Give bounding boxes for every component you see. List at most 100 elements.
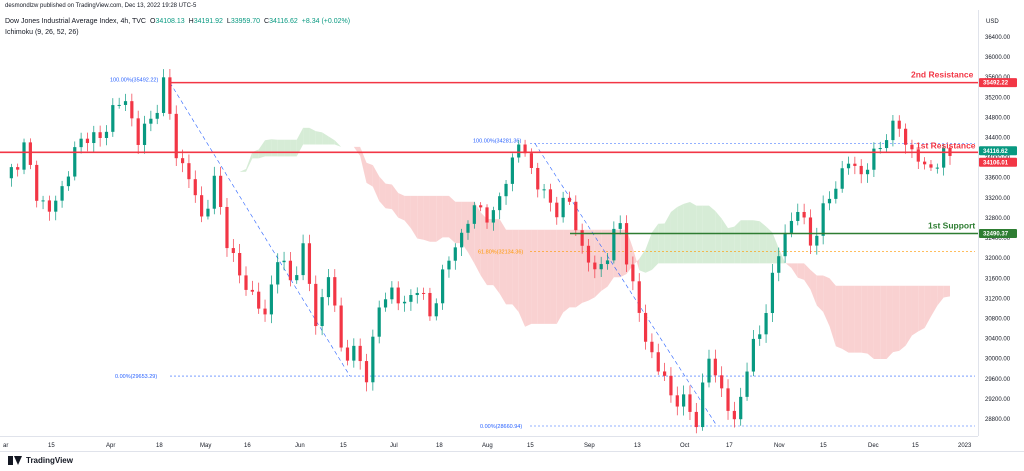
price-tag-text: 35492.22 — [983, 81, 1009, 87]
cloud-segment — [322, 132, 329, 145]
cloud-segment — [360, 146, 367, 183]
indicator-label[interactable]: Ichimoku (9, 26, 52, 26) — [5, 29, 79, 36]
price-tick-label: 34400.00 — [985, 136, 1011, 142]
price-tick-label: 30400.00 — [985, 337, 1011, 343]
candle-body — [935, 167, 939, 169]
candle-body — [491, 210, 495, 223]
candle-body — [460, 232, 464, 248]
cloud-segment — [683, 201, 690, 264]
candle-body — [777, 256, 781, 273]
candle-body — [593, 262, 597, 270]
symbol-title[interactable]: Dow Jones Industrial Average Index, 4h, … — [5, 18, 146, 25]
price-tick-label: 30800.00 — [985, 316, 1011, 322]
cloud-segment — [512, 229, 519, 313]
candle-body — [238, 253, 242, 276]
cloud-segment — [493, 218, 500, 294]
candle-body — [85, 138, 90, 144]
cloud-segment — [937, 285, 944, 306]
candle-body — [390, 287, 394, 300]
cloud-segment — [930, 285, 938, 317]
cloud-segment — [417, 195, 424, 240]
currency-label: USD — [986, 19, 999, 25]
candle-body — [504, 183, 508, 197]
time-tick-label: May — [200, 443, 211, 449]
candle-body — [22, 142, 26, 170]
cloud-segment — [880, 285, 887, 359]
candle-body — [751, 338, 755, 372]
time-tick-label: Nov — [774, 443, 785, 449]
candle-body — [662, 371, 667, 376]
candle-body — [66, 176, 71, 187]
cloud-segment — [506, 229, 513, 305]
candle-body — [815, 235, 819, 246]
ichimoku-cloud — [144, 127, 950, 359]
cloud-segment — [265, 139, 272, 157]
candle-body — [827, 198, 832, 204]
cloud-segment — [353, 146, 361, 157]
price-tag-text: 32490.37 — [983, 232, 1009, 238]
price-tag-text: 34106.01 — [983, 160, 1009, 166]
cloud-segment — [480, 212, 488, 286]
candle-body — [60, 186, 64, 201]
candle-body — [923, 161, 927, 165]
candle-body — [942, 147, 946, 168]
price-tick-label: 33200.00 — [985, 196, 1011, 202]
cloud-segment — [867, 285, 874, 359]
candle-body — [466, 223, 470, 233]
time-tick-label: Dec — [868, 443, 879, 449]
cloud-segment — [804, 263, 811, 290]
cloud-segment — [632, 248, 640, 271]
price-tick-label: 28800.00 — [985, 417, 1011, 423]
candle-body — [54, 200, 58, 212]
cloud-segment — [911, 285, 919, 336]
candle-body — [910, 144, 914, 150]
cloud-segment — [258, 140, 266, 159]
candle-body — [288, 260, 293, 281]
candle-body — [758, 334, 762, 339]
candle-body — [428, 292, 432, 317]
cloud-segment — [372, 165, 380, 201]
price-tick-label: 29600.00 — [985, 377, 1011, 383]
cloud-segment — [556, 229, 564, 324]
candle-body — [434, 303, 438, 317]
price-tag-box — [979, 146, 1017, 156]
candle-body — [383, 299, 388, 308]
candle-body — [212, 175, 216, 209]
price-tag-box — [979, 157, 1017, 167]
candle-body — [872, 148, 876, 170]
candle-body — [726, 388, 730, 411]
cloud-segment — [525, 229, 532, 327]
tradingview-logo[interactable]: TradingView — [8, 456, 73, 465]
cloud-segment — [740, 220, 748, 264]
cloud-segment — [226, 171, 234, 176]
cloud-segment — [651, 223, 659, 270]
candle-body — [536, 167, 540, 190]
price-tick-label: 31600.00 — [985, 276, 1011, 282]
time-tick-label: 15 — [912, 443, 919, 449]
candle-body — [656, 352, 660, 372]
fib-label-upper: 100.00%(35492.22) — [110, 78, 158, 84]
cloud-segment — [823, 275, 830, 327]
candle-body — [796, 211, 800, 221]
fib-label-lower: 0.00%(29653.29) — [115, 374, 157, 380]
price-chart[interactable]: 100.00%(35492.22) 0.00%(29653.29) 100.00%(… — [0, 0, 1024, 451]
cloud-segment — [252, 149, 259, 159]
fib-label-low2: 0.00%(28660.94) — [480, 424, 522, 430]
candle-body — [618, 223, 622, 229]
candle-body — [339, 305, 343, 348]
cloud-segment — [835, 285, 843, 349]
candle-body — [732, 410, 736, 420]
candle-body — [219, 175, 223, 207]
cloud-segment — [550, 229, 557, 324]
time-tick-label: ar — [3, 443, 8, 449]
candle-body — [396, 287, 400, 304]
cloud-segment — [708, 205, 716, 264]
candle-body — [352, 345, 356, 361]
candle-body — [193, 179, 197, 196]
price-tick-label: 29200.00 — [985, 397, 1011, 403]
candle-body — [631, 264, 635, 282]
tradingview-icon — [8, 456, 22, 465]
candle-body — [745, 371, 749, 397]
time-tick-label: 15 — [820, 443, 827, 449]
candle-body — [840, 168, 844, 189]
